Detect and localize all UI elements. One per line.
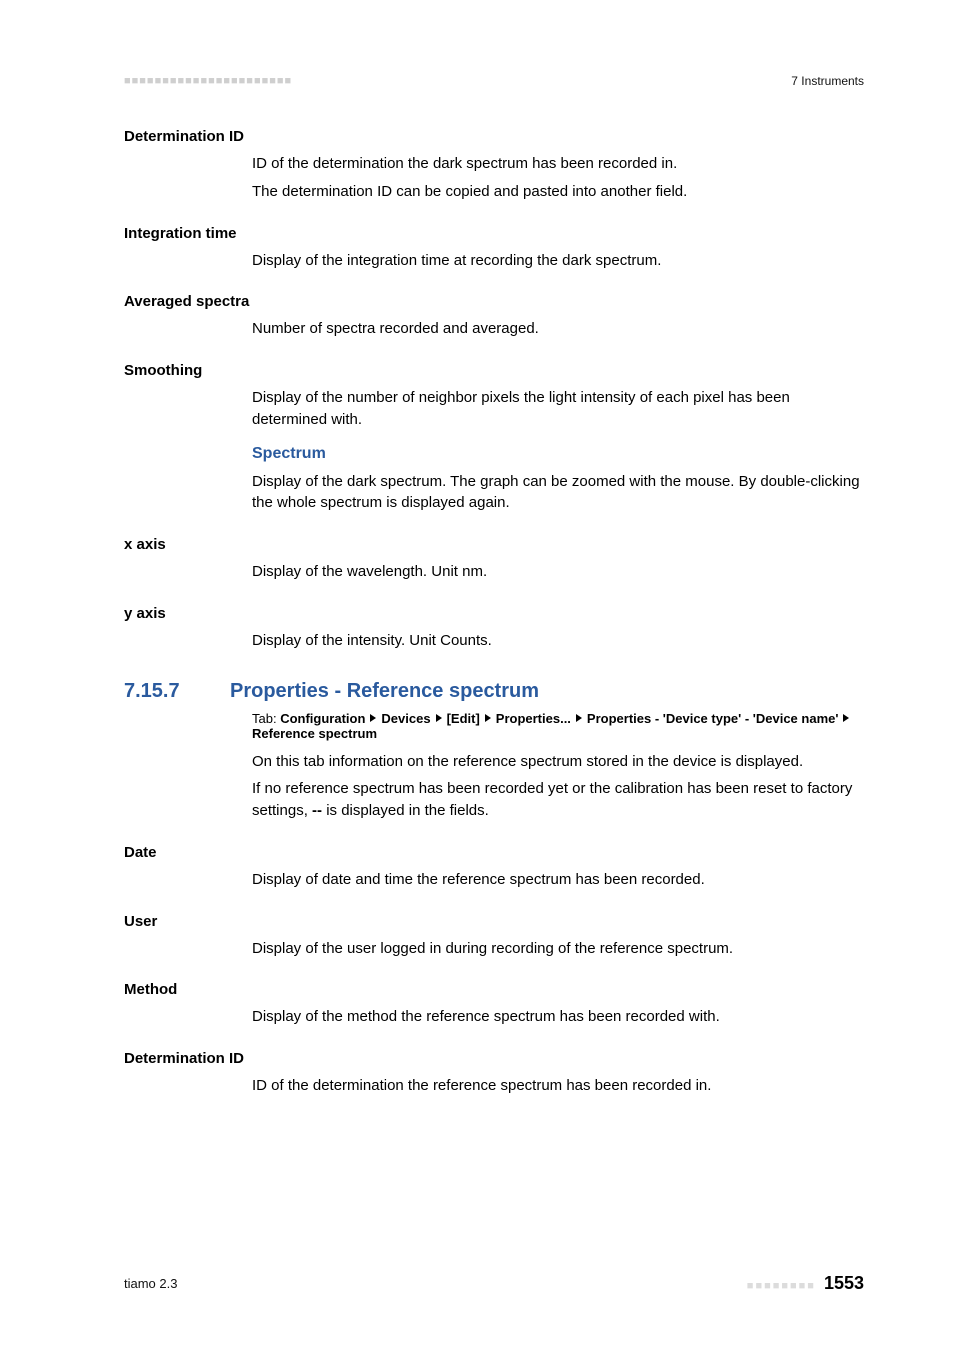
text-span: is displayed in the fields.	[322, 802, 489, 819]
section-number: 7.15.7	[124, 680, 194, 703]
term-averaged-spectra: Averaged spectra	[124, 293, 864, 310]
term-integration-time: Integration time	[124, 225, 864, 242]
section-heading: 7.15.7 Properties - Reference spectrum	[124, 680, 864, 703]
breadcrumb-item: Properties...	[496, 711, 571, 726]
body-text: Display of the dark spectrum. The graph …	[252, 471, 864, 515]
page-number: 1553	[824, 1273, 864, 1293]
term-y-axis: y axis	[124, 605, 864, 622]
body-text: Display of the method the reference spec…	[252, 1006, 864, 1028]
body-text: Display of the number of neighbor pixels…	[252, 387, 864, 431]
body-text: The determination ID can be copied and p…	[252, 181, 864, 203]
breadcrumb-item: Devices	[381, 711, 430, 726]
chevron-right-icon	[576, 714, 582, 722]
page-footer: tiamo 2.3 ■■■■■■■■ 1553	[124, 1273, 864, 1294]
breadcrumb-lead: Tab:	[252, 711, 280, 726]
chevron-right-icon	[843, 714, 849, 722]
breadcrumb-item: Reference spectrum	[252, 726, 377, 741]
body-text: Display of the intensity. Unit Counts.	[252, 630, 864, 652]
chevron-right-icon	[436, 714, 442, 722]
term-user: User	[124, 913, 864, 930]
breadcrumb-item: [Edit]	[447, 711, 480, 726]
breadcrumb: Tab: Configuration Devices [Edit] Propertie…	[252, 711, 864, 741]
body-text: Number of spectra recorded and averaged.	[252, 318, 864, 340]
top-bar: ■■■■■■■■■■■■■■■■■■■■■■ 7 Instruments	[124, 74, 864, 88]
header-dots: ■■■■■■■■■■■■■■■■■■■■■■	[124, 75, 292, 87]
breadcrumb-item: Properties - 'Device type' - 'Device nam…	[587, 711, 839, 726]
term-x-axis: x axis	[124, 536, 864, 553]
term-determination-id-2: Determination ID	[124, 1050, 864, 1067]
footer-right: ■■■■■■■■ 1553	[747, 1273, 864, 1294]
body-text: If no reference spectrum has been record…	[252, 778, 864, 822]
term-method: Method	[124, 981, 864, 998]
section-title: Properties - Reference spectrum	[230, 680, 539, 703]
term-determination-id: Determination ID	[124, 128, 864, 145]
body-text: Display of the integration time at recor…	[252, 250, 864, 272]
breadcrumb-item: Configuration	[280, 711, 365, 726]
footer-dots: ■■■■■■■■	[747, 1280, 816, 1292]
chevron-right-icon	[370, 714, 376, 722]
body-text: ID of the determination the dark spectru…	[252, 153, 864, 175]
body-text: On this tab information on the reference…	[252, 751, 864, 773]
term-date: Date	[124, 844, 864, 861]
subheading-spectrum: Spectrum	[252, 445, 864, 463]
body-text: Display of date and time the reference s…	[252, 869, 864, 891]
chapter-label: 7 Instruments	[791, 74, 864, 88]
body-text: Display of the user logged in during rec…	[252, 938, 864, 960]
body-text: Display of the wavelength. Unit nm.	[252, 561, 864, 583]
body-text: ID of the determination the reference sp…	[252, 1075, 864, 1097]
footer-product: tiamo 2.3	[124, 1276, 177, 1291]
chevron-right-icon	[485, 714, 491, 722]
text-bold: --	[312, 802, 322, 819]
term-smoothing: Smoothing	[124, 362, 864, 379]
